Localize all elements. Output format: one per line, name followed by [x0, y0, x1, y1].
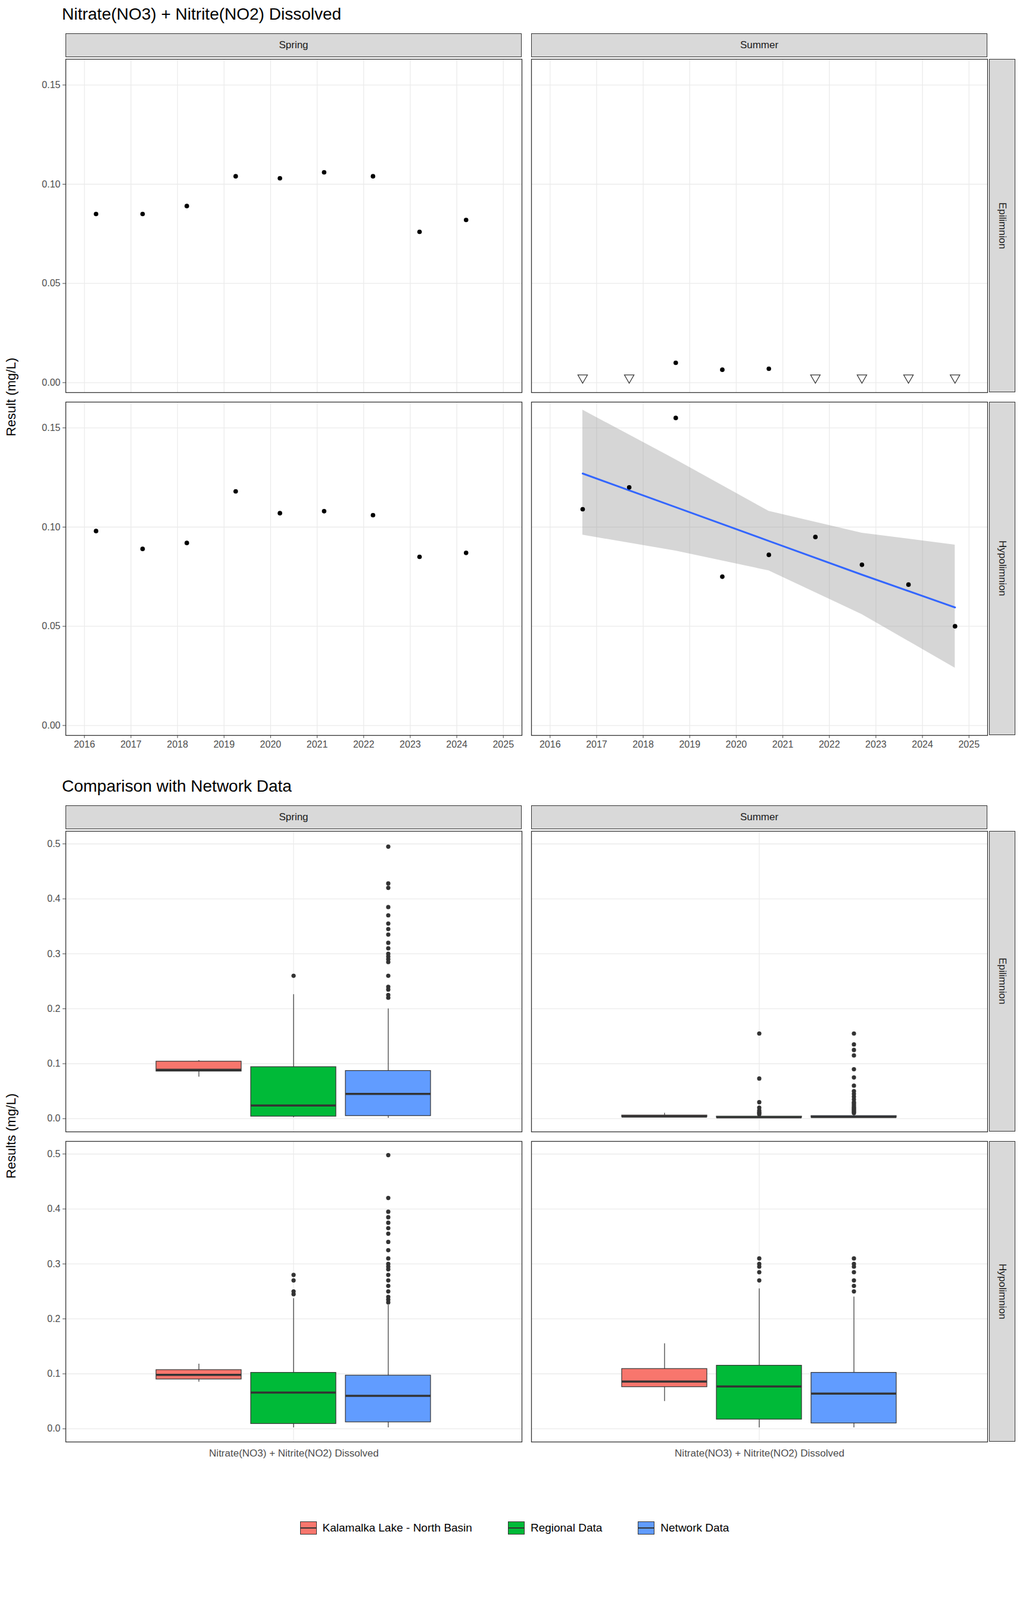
- svg-text:0.3: 0.3: [47, 948, 61, 959]
- html-text:Network Data: Network Data: [660, 1522, 730, 1535]
- html-text:Epilimnion: Epilimnion: [996, 202, 1009, 250]
- svg-text:2019: 2019: [213, 739, 235, 750]
- svg-text:0.15: 0.15: [41, 79, 61, 90]
- svg-text:0.4: 0.4: [47, 893, 61, 904]
- svg-text:2025: 2025: [492, 739, 514, 750]
- svg-text:2017: 2017: [120, 739, 142, 750]
- svg-text:2016: 2016: [73, 739, 96, 750]
- svg-text:0.05: 0.05: [41, 278, 61, 289]
- html-text:Summer: Summer: [740, 811, 779, 823]
- html-text:Summer: Summer: [740, 39, 779, 51]
- svg-text:0.0: 0.0: [47, 1113, 61, 1124]
- html-text:Hypolimnion: Hypolimnion: [996, 1264, 1009, 1320]
- svg-text:0.5: 0.5: [47, 1149, 61, 1160]
- svg-text:2025: 2025: [958, 739, 980, 750]
- svg-text:2021: 2021: [306, 739, 329, 750]
- svg-text:2017: 2017: [585, 739, 608, 750]
- svg-text:0.00: 0.00: [41, 377, 61, 388]
- svg-text:2020: 2020: [260, 739, 282, 750]
- html-text:Nitrate(NO3) + Nitrite(NO2) Di: Nitrate(NO3) + Nitrite(NO2) Dissolved: [61, 4, 342, 24]
- svg-text:0.2: 0.2: [47, 1003, 61, 1015]
- svg-text:0.10: 0.10: [41, 522, 61, 533]
- svg-text:0.0: 0.0: [47, 1423, 61, 1434]
- svg-text:0.1: 0.1: [47, 1369, 61, 1380]
- svg-text:0.10: 0.10: [41, 179, 61, 190]
- svg-text:0.15: 0.15: [41, 422, 61, 433]
- svg-text:2016: 2016: [539, 739, 561, 750]
- svg-text:2023: 2023: [399, 739, 422, 750]
- html-text:Results (mg/L): Results (mg/L): [3, 1094, 19, 1180]
- html-text:Result (mg/L): Result (mg/L): [3, 357, 19, 437]
- svg-text:2024: 2024: [911, 739, 934, 750]
- svg-text:0.5: 0.5: [47, 839, 61, 850]
- svg-text:0.00: 0.00: [41, 720, 61, 731]
- svg-text:2019: 2019: [678, 739, 701, 750]
- svg-text:2022: 2022: [353, 739, 375, 750]
- svg-text:Nitrate(NO3) + Nitrite(NO2) Di: Nitrate(NO3) + Nitrite(NO2) Dissolved: [209, 1448, 379, 1460]
- html-text:Spring: Spring: [278, 811, 309, 823]
- svg-text:2018: 2018: [632, 739, 654, 750]
- html-text:Epilimnion: Epilimnion: [996, 958, 1009, 1006]
- svg-text:2024: 2024: [446, 739, 468, 750]
- svg-text:2023: 2023: [865, 739, 887, 750]
- html-text:Comparison with Network Data: Comparison with Network Data: [61, 777, 292, 796]
- svg-text:2020: 2020: [725, 739, 748, 750]
- html-text:Hypolimnion: Hypolimnion: [996, 540, 1009, 597]
- html-text:Spring: Spring: [278, 39, 309, 51]
- html-text:Regional Data: Regional Data: [530, 1522, 603, 1535]
- svg-text:2022: 2022: [818, 739, 841, 750]
- svg-text:2018: 2018: [166, 739, 189, 750]
- svg-text:0.05: 0.05: [41, 621, 61, 632]
- svg-text:0.1: 0.1: [47, 1058, 61, 1069]
- html-text:Kalamalka Lake - North Basin: Kalamalka Lake - North Basin: [322, 1522, 473, 1535]
- svg-text:0.3: 0.3: [47, 1258, 61, 1269]
- svg-text:Nitrate(NO3) + Nitrite(NO2) Di: Nitrate(NO3) + Nitrite(NO2) Dissolved: [674, 1448, 845, 1460]
- svg-text:0.2: 0.2: [47, 1314, 61, 1325]
- svg-text:2021: 2021: [772, 739, 794, 750]
- svg-text:0.4: 0.4: [47, 1204, 61, 1215]
